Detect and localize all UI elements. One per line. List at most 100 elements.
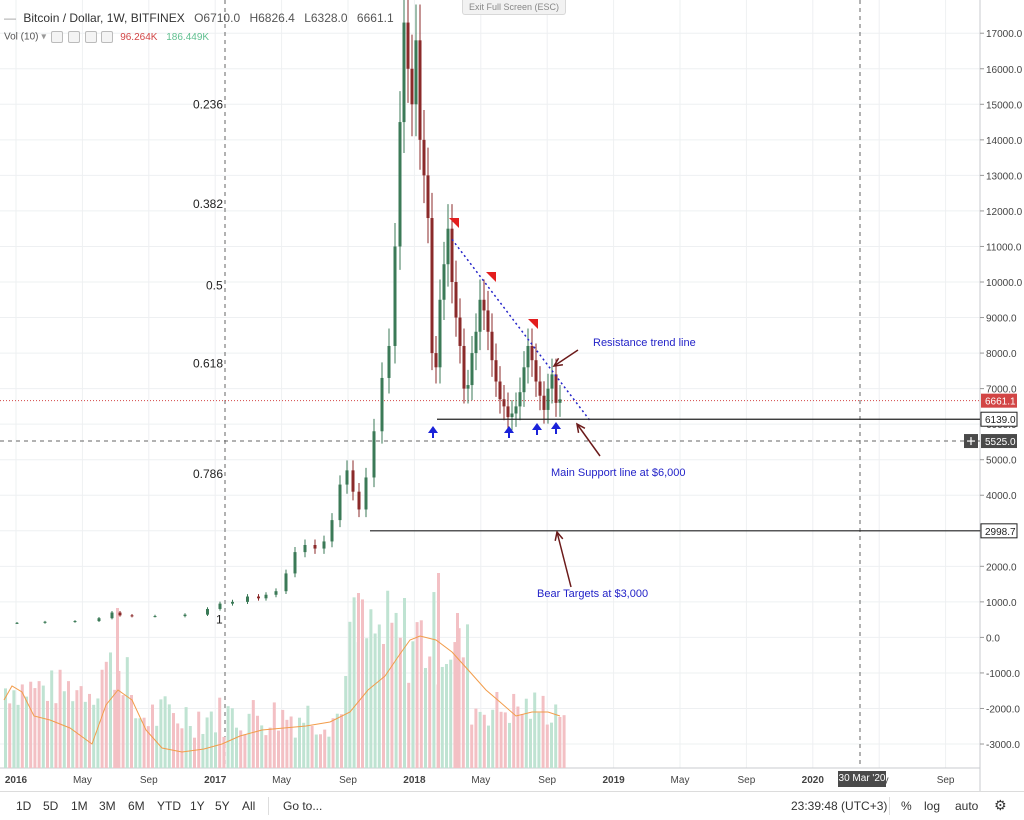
- timeframe-1m[interactable]: 1M: [71, 799, 88, 813]
- candle-body: [313, 544, 317, 549]
- fib-level-label: 0.382: [193, 197, 223, 211]
- volume-bar: [398, 637, 402, 768]
- x-axis-tick-label: 2016: [5, 775, 28, 786]
- volume-bar: [230, 708, 234, 768]
- candle-body: [15, 622, 19, 624]
- dropdown-icon[interactable]: ▾: [41, 31, 47, 43]
- settings-icon[interactable]: [67, 31, 80, 43]
- clock-timezone[interactable]: 23:39:48 (UTC+3): [791, 799, 888, 813]
- x-axis-tick-label: 2018: [403, 775, 426, 786]
- candle-body: [422, 139, 426, 176]
- timeframe-ytd[interactable]: YTD: [157, 799, 181, 813]
- volume-bar: [41, 685, 45, 768]
- volume-bar: [394, 612, 398, 768]
- timeframe-all[interactable]: All: [242, 799, 256, 813]
- volume-bar: [116, 608, 119, 768]
- timeframe-1d[interactable]: 1D: [16, 799, 32, 813]
- candle-body: [530, 345, 534, 361]
- volume-bar: [256, 715, 259, 768]
- candle-body: [558, 399, 562, 403]
- support-arrow-head: [575, 422, 586, 433]
- crosshair-date-label: 30 Mar '20: [838, 771, 886, 787]
- volume-bar: [75, 690, 79, 768]
- volume-bar: [524, 698, 528, 768]
- volume-bar: [302, 722, 306, 768]
- volume-bar: [424, 667, 427, 768]
- fib-level-label: 0.5: [206, 279, 223, 293]
- volume-bar: [491, 709, 495, 768]
- candle-body: [345, 470, 349, 485]
- price-label-badge: [981, 434, 1017, 449]
- y-axis-tick-label: -1000.0: [986, 669, 1020, 680]
- volume-bar: [478, 711, 482, 768]
- candle-body: [303, 544, 307, 553]
- x-axis-tick-label: Sep: [339, 775, 357, 786]
- timeframe-5y[interactable]: 5Y: [215, 799, 230, 813]
- volume-bar: [184, 707, 188, 768]
- timeframe-3m[interactable]: 3M: [99, 799, 116, 813]
- candle-body: [486, 310, 490, 332]
- volume-bar: [33, 688, 37, 768]
- candle-body: [534, 360, 538, 382]
- toolbar-divider: [268, 797, 269, 815]
- volume-bar: [407, 682, 411, 768]
- visibility-icon[interactable]: [51, 31, 64, 43]
- volume-bar: [449, 659, 453, 768]
- candle-body: [387, 345, 391, 378]
- volume-bar: [67, 681, 70, 768]
- volume-bar: [8, 703, 12, 768]
- collapse-icon[interactable]: —: [4, 11, 16, 25]
- volume-bar: [428, 656, 432, 768]
- y-axis-tick-label: 4000.0: [986, 491, 1017, 502]
- volume-bar: [25, 696, 28, 768]
- timeframe-1y[interactable]: 1Y: [190, 799, 205, 813]
- gear-icon[interactable]: ⚙: [994, 797, 1007, 813]
- volume-bar: [293, 737, 297, 768]
- volume-bar: [456, 613, 459, 768]
- auto-scale-toggle[interactable]: auto: [955, 799, 979, 813]
- exit-fullscreen-button[interactable]: Exit Full Screen (ESC): [462, 0, 566, 15]
- y-axis-tick-label: 12000.0: [986, 207, 1023, 218]
- volume-bar: [529, 718, 532, 768]
- candle-body: [474, 331, 478, 354]
- x-axis-tick-label: Sep: [738, 775, 756, 786]
- volume-bar: [457, 628, 461, 768]
- y-axis-tick-label: 16000.0: [986, 65, 1023, 76]
- percent-scale-toggle[interactable]: %: [901, 799, 912, 813]
- volume-bar: [403, 598, 406, 768]
- lower-high-marker: [449, 218, 459, 228]
- volume-bar: [419, 620, 423, 768]
- y-axis-tick-label: 0.0: [986, 633, 1000, 644]
- candle-body: [430, 218, 434, 354]
- timeframe-6m[interactable]: 6M: [128, 799, 145, 813]
- timeframe-5d[interactable]: 5D: [43, 799, 59, 813]
- goto-date-button[interactable]: Go to...: [283, 799, 323, 813]
- close-icon[interactable]: [84, 31, 97, 43]
- support-arrow: [576, 423, 601, 457]
- candle-body: [414, 40, 418, 105]
- resistance-annotation: Resistance trend line: [593, 337, 696, 349]
- volume-bar: [361, 599, 364, 768]
- volume-bar: [167, 704, 171, 768]
- log-scale-toggle[interactable]: log: [924, 799, 941, 813]
- candle-body: [546, 388, 550, 410]
- x-axis-tick-label: 2020: [802, 775, 825, 786]
- volume-bar: [264, 735, 268, 768]
- more-icon[interactable]: [101, 31, 114, 43]
- volume-bar: [277, 730, 280, 768]
- volume-bar: [46, 700, 49, 768]
- volume-bar: [100, 669, 104, 768]
- volume-bar: [537, 712, 541, 768]
- candle-body: [130, 615, 134, 617]
- candle-body: [538, 381, 542, 396]
- candle-body: [183, 614, 187, 617]
- candle-body: [518, 392, 522, 407]
- volume-label: Vol (10): [4, 31, 39, 43]
- candle-body: [118, 612, 122, 616]
- volume-bar: [562, 715, 566, 768]
- y-axis-tick-label: 14000.0: [986, 136, 1023, 147]
- candle-body: [322, 541, 326, 549]
- volume-bar: [377, 624, 381, 768]
- y-axis-tick-label: 7000.0: [986, 385, 1017, 396]
